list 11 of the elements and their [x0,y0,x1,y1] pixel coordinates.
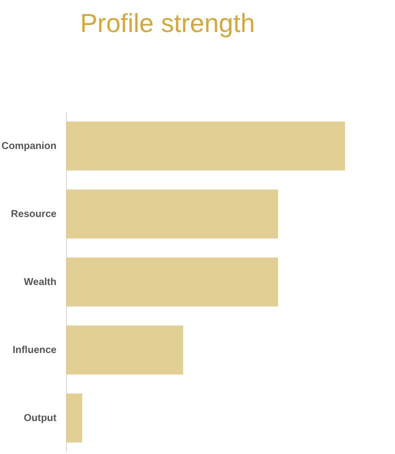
y-tick-label: Companion [2,141,56,152]
bar [66,122,345,170]
y-tick-label: Wealth [24,277,56,288]
bar [66,326,184,374]
bar [66,258,278,306]
y-tick-label: Output [24,413,58,424]
bar [66,394,82,442]
y-tick-label: Influence [12,345,57,356]
bar [66,190,278,238]
y-tick-label: Resource [10,209,57,220]
chart-title: Profile strength [80,8,255,38]
